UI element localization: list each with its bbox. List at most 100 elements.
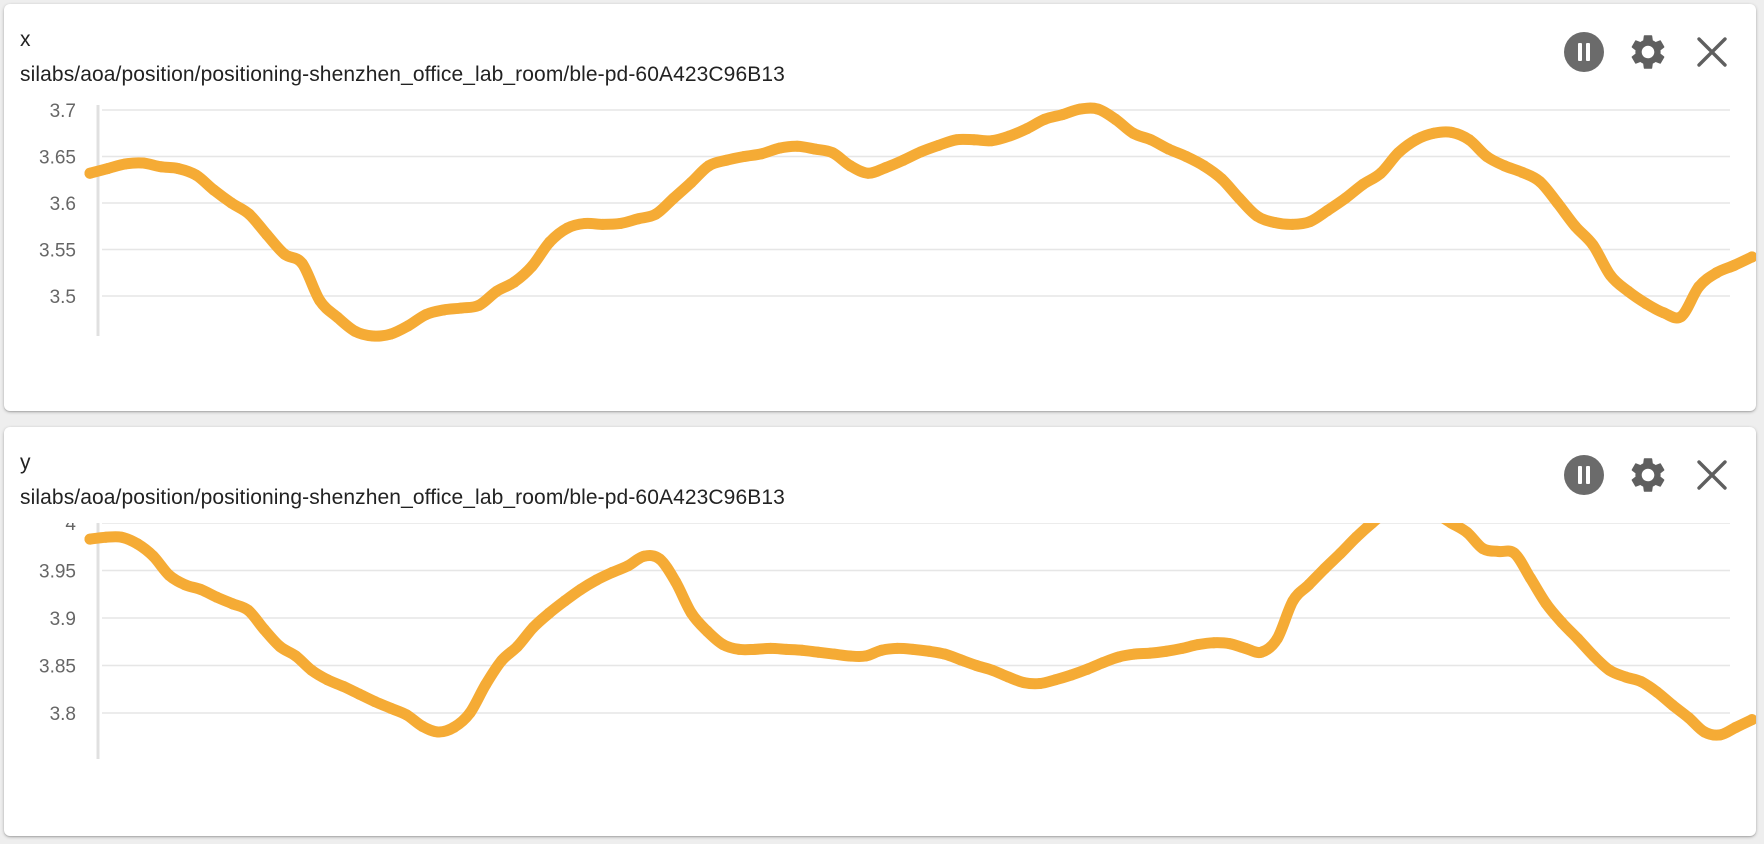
data-point bbox=[701, 625, 713, 637]
data-point bbox=[685, 177, 697, 189]
data-point bbox=[860, 650, 872, 662]
data-point bbox=[473, 299, 485, 311]
data-point bbox=[667, 192, 679, 204]
panel-title: x bbox=[20, 28, 31, 51]
data-point bbox=[1303, 579, 1315, 591]
pause-icon bbox=[1564, 455, 1604, 495]
data-point bbox=[1056, 109, 1068, 121]
data-point bbox=[1003, 130, 1015, 142]
close-button[interactable] bbox=[1690, 30, 1734, 74]
data-point bbox=[1572, 633, 1584, 645]
data-point bbox=[1339, 192, 1351, 204]
data-point bbox=[738, 151, 750, 162]
data-point bbox=[1587, 239, 1599, 251]
data-point bbox=[432, 726, 444, 738]
data-point bbox=[955, 654, 967, 666]
data-point bbox=[1176, 642, 1188, 654]
data-point bbox=[155, 161, 167, 173]
data-point bbox=[1640, 297, 1652, 309]
data-point bbox=[208, 184, 220, 196]
data-point bbox=[1216, 173, 1228, 185]
data-point bbox=[1445, 126, 1457, 138]
data-point bbox=[225, 197, 237, 209]
y-tick-label: 3.8 bbox=[50, 704, 76, 725]
data-point bbox=[907, 643, 919, 655]
data-point bbox=[915, 146, 927, 158]
data-point bbox=[1605, 270, 1617, 282]
data-point bbox=[290, 650, 302, 662]
close-icon bbox=[1697, 460, 1727, 490]
data-point bbox=[1556, 617, 1568, 629]
data-point bbox=[632, 213, 644, 225]
panel-topic: silabs/aoa/position/positioning-shenzhen… bbox=[20, 486, 785, 509]
data-point bbox=[242, 604, 254, 616]
data-point bbox=[455, 302, 467, 314]
data-point bbox=[544, 236, 556, 248]
data-point bbox=[1498, 160, 1510, 172]
data-point bbox=[163, 569, 175, 581]
line-chart-x: 3.7 3.65 3.6 3.55 3.5 bbox=[39, 101, 1756, 342]
data-point bbox=[401, 709, 413, 721]
data-point bbox=[796, 644, 808, 656]
pause-button[interactable] bbox=[1562, 30, 1606, 74]
data-point bbox=[1746, 251, 1756, 263]
data-point bbox=[385, 702, 397, 714]
data-point bbox=[190, 169, 202, 181]
data-point bbox=[591, 574, 603, 586]
line-chart-y: 4 3.95 3.9 3.85 3.8 bbox=[39, 523, 1756, 759]
data-point bbox=[1271, 633, 1283, 645]
data-point bbox=[827, 147, 839, 159]
y-tick-label: 3.5 bbox=[50, 287, 76, 308]
data-point bbox=[844, 160, 856, 172]
gear-icon bbox=[1631, 458, 1665, 492]
data-point bbox=[353, 688, 365, 700]
data-point bbox=[812, 646, 824, 658]
data-point bbox=[597, 218, 609, 230]
settings-button[interactable] bbox=[1626, 30, 1670, 74]
series-line bbox=[84, 523, 1756, 741]
data-point bbox=[1392, 147, 1404, 159]
data-point bbox=[579, 217, 591, 229]
panel-topic: silabs/aoa/position/positioning-shenzhen… bbox=[20, 63, 785, 86]
data-point bbox=[1693, 281, 1705, 293]
y-tick-label: 3.85 bbox=[39, 657, 76, 678]
data-point bbox=[84, 167, 96, 179]
data-point bbox=[480, 679, 492, 690]
data-point bbox=[765, 642, 777, 654]
data-point bbox=[1569, 220, 1581, 232]
data-point bbox=[131, 538, 143, 550]
data-point bbox=[84, 533, 96, 545]
close-button[interactable] bbox=[1690, 453, 1734, 497]
data-point bbox=[1410, 134, 1422, 146]
data-point bbox=[809, 143, 821, 155]
data-point bbox=[1097, 657, 1109, 669]
data-point bbox=[891, 642, 903, 654]
data-point bbox=[986, 664, 998, 676]
settings-button[interactable] bbox=[1626, 453, 1670, 497]
data-point bbox=[1113, 651, 1125, 663]
data-point bbox=[367, 330, 379, 342]
data-point bbox=[1375, 167, 1387, 179]
data-point bbox=[1728, 259, 1740, 271]
data-point bbox=[897, 154, 909, 166]
data-point bbox=[1002, 671, 1014, 683]
data-point bbox=[1145, 134, 1157, 146]
data-point bbox=[1334, 547, 1346, 559]
data-point bbox=[1239, 642, 1251, 654]
data-point bbox=[1350, 531, 1362, 543]
data-point bbox=[1711, 267, 1723, 279]
data-point bbox=[1286, 218, 1298, 230]
data-point bbox=[385, 328, 397, 340]
data-point bbox=[179, 579, 191, 591]
data-point bbox=[780, 643, 792, 655]
data-point bbox=[526, 260, 538, 272]
data-point bbox=[1509, 547, 1521, 559]
data-point bbox=[274, 641, 286, 652]
pause-button[interactable] bbox=[1562, 453, 1606, 497]
data-point bbox=[1018, 677, 1030, 689]
data-point bbox=[1675, 310, 1687, 322]
data-point bbox=[1445, 523, 1457, 529]
data-point bbox=[1319, 563, 1331, 575]
data-point bbox=[1269, 217, 1281, 229]
data-point bbox=[1021, 123, 1033, 135]
